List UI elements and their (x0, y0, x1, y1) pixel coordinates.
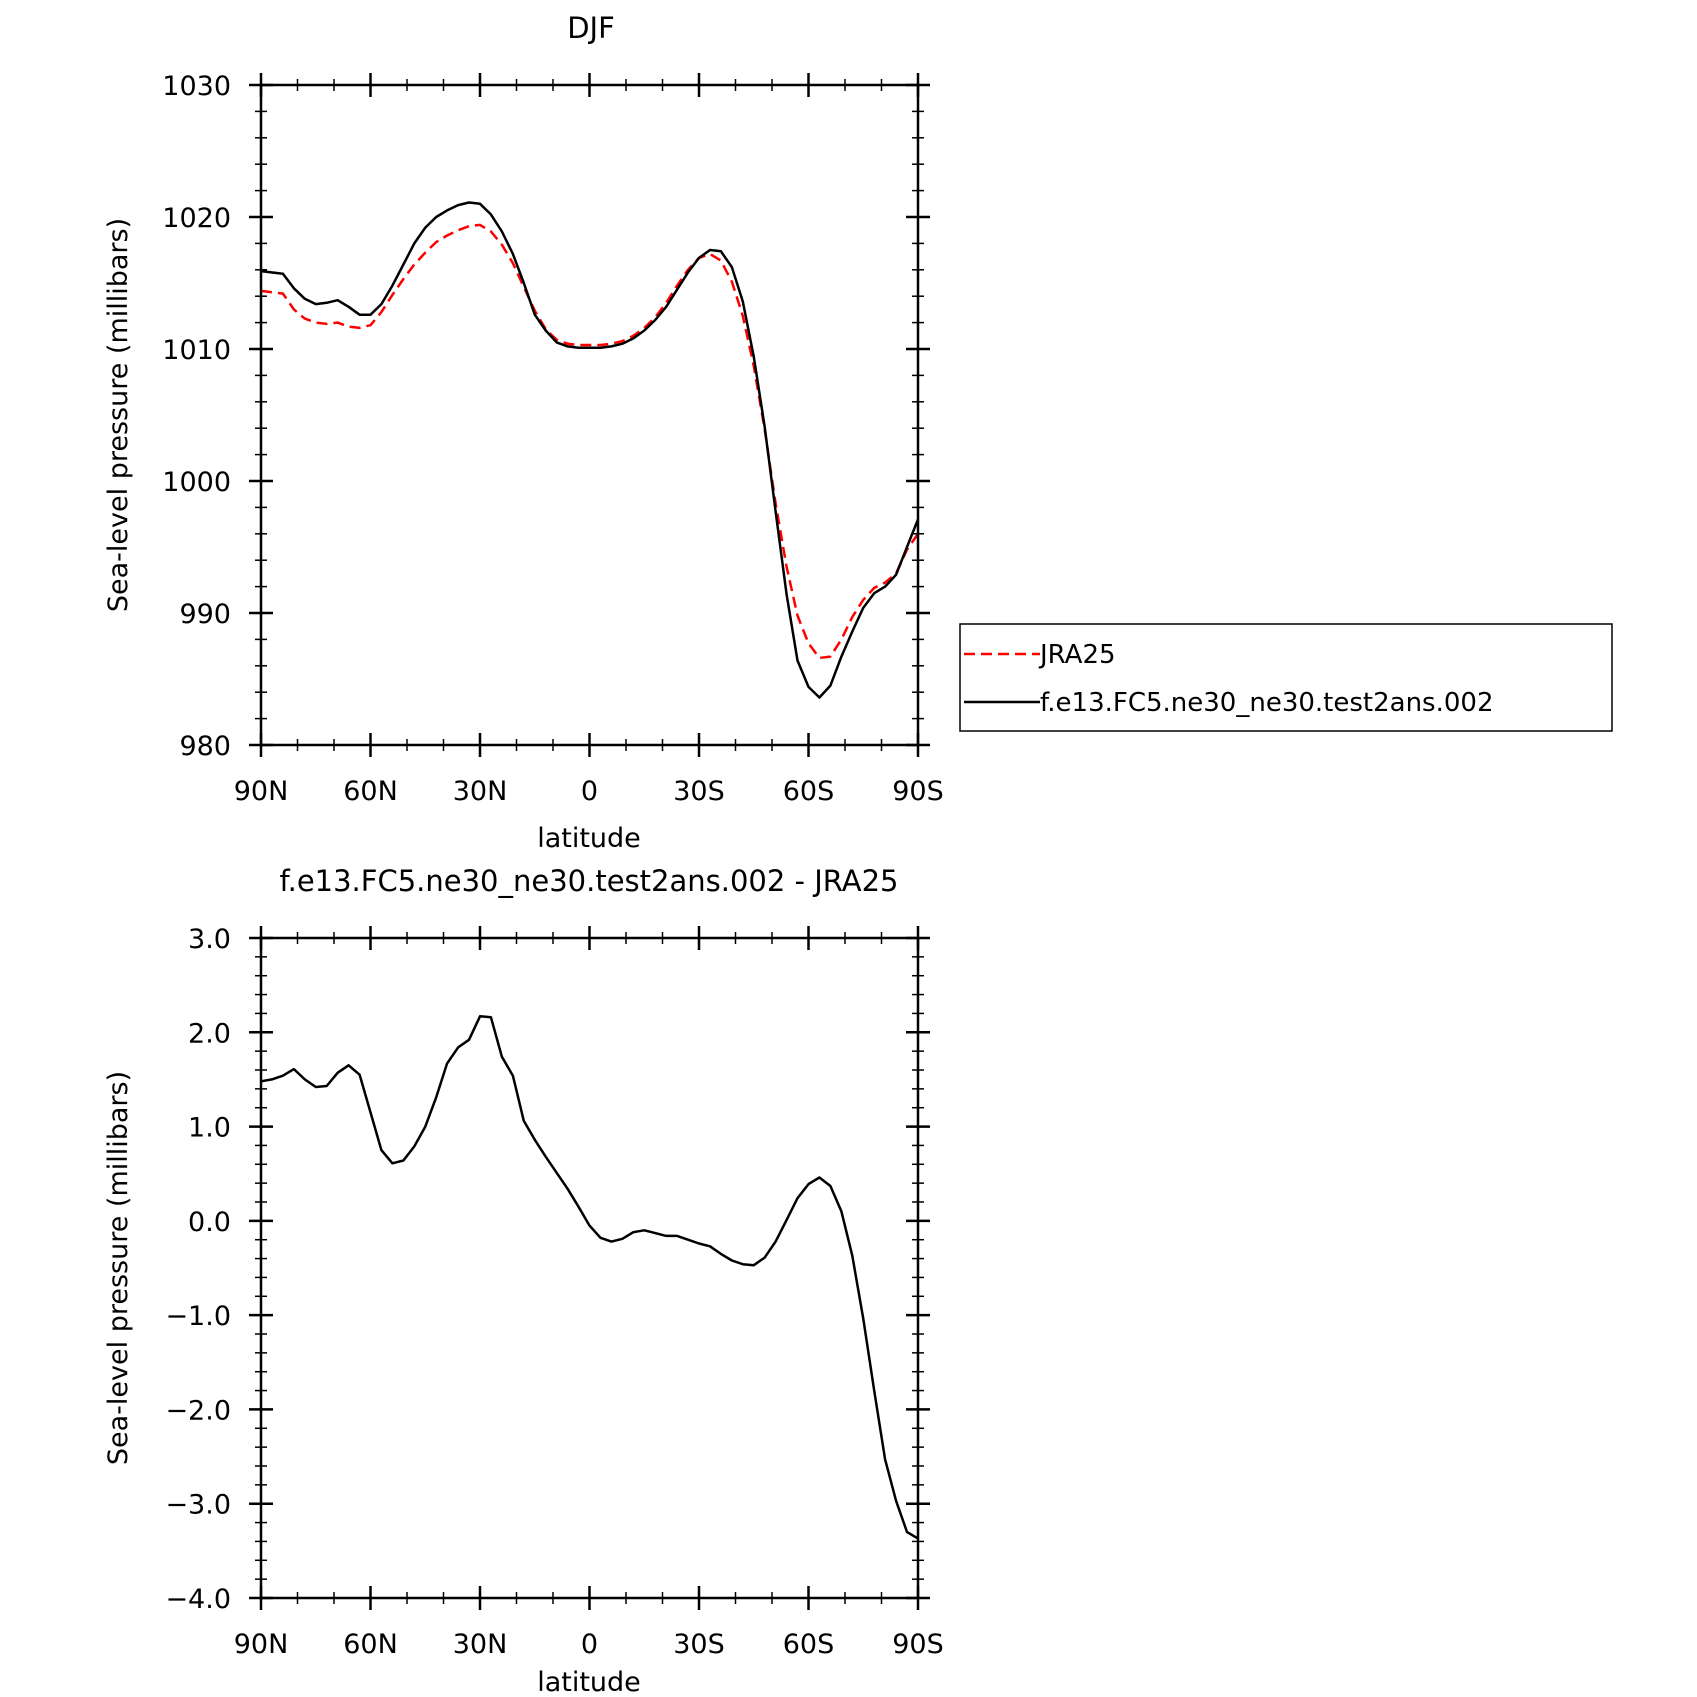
top-chart-x-tick-labels: 90N 60N 30N 0 30S 60S 90S (234, 776, 944, 807)
y-tick-label: −2.0 (165, 1395, 231, 1426)
bottom-chart-title: f.e13.FC5.ne30_ne30.test2ans.002 - JRA25 (280, 864, 899, 898)
y-tick-label: 1010 (162, 335, 231, 366)
x-tick-label: 90S (892, 776, 944, 807)
top-chart-y-tick-labels: 980 990 1000 1010 1020 1030 (162, 71, 231, 762)
x-tick-label: 30S (673, 1629, 725, 1660)
y-tick-label: 1.0 (188, 1113, 231, 1144)
bottom-chart-y-tick-labels: −4.0 −3.0 −2.0 −1.0 0.0 1.0 2.0 3.0 (165, 924, 231, 1615)
x-tick-label: 30N (453, 776, 508, 807)
y-tick-label: −4.0 (165, 1584, 231, 1615)
y-tick-label: 1020 (162, 203, 231, 234)
x-tick-label: 90N (234, 776, 289, 807)
y-tick-label: 1000 (162, 467, 231, 498)
y-tick-label: 3.0 (188, 924, 231, 955)
bottom-chart-panel: f.e13.FC5.ne30_ne30.test2ans.002 - JRA25… (103, 864, 944, 1697)
legend-box (959, 623, 1613, 732)
x-tick-label: 90N (234, 1629, 289, 1660)
x-tick-label: 60S (783, 776, 835, 807)
x-tick-label: 0 (581, 776, 598, 807)
bottom-chart-y-axis-label: Sea-level pressure (millibars) (103, 1071, 134, 1465)
y-tick-label: 0.0 (188, 1207, 231, 1238)
x-tick-label: 60S (783, 1629, 835, 1660)
bottom-chart-frame (259, 936, 920, 1600)
y-tick-label: −1.0 (165, 1301, 231, 1332)
y-tick-label: 1030 (162, 71, 231, 102)
top-chart-series (260, 201, 920, 699)
top-chart-frame (259, 83, 920, 747)
x-tick-label: 60N (343, 1629, 398, 1660)
top-chart-legend: JRA25 f.e13.FC5.ne30_ne30.test2ans.002 (959, 623, 1613, 732)
series-line-1 (260, 201, 920, 699)
x-tick-label: 0 (581, 1629, 598, 1660)
x-tick-label: 90S (892, 1629, 944, 1660)
top-chart-x-axis-label: latitude (537, 823, 641, 854)
y-tick-label: 990 (179, 599, 231, 630)
x-tick-label: 30N (453, 1629, 508, 1660)
bottom-chart-series (260, 1015, 919, 1540)
top-chart-y-axis-label: Sea-level pressure (millibars) (103, 218, 134, 612)
bottom-chart-x-axis-label: latitude (537, 1667, 641, 1697)
x-tick-label: 60N (343, 776, 398, 807)
top-chart-ticks (249, 73, 930, 757)
series-line-0 (260, 1015, 919, 1540)
top-chart-title: DJF (567, 11, 615, 45)
series-line-0 (260, 223, 920, 660)
y-tick-label: −3.0 (165, 1490, 231, 1521)
legend-label-model: f.e13.FC5.ne30_ne30.test2ans.002 (1040, 688, 1494, 718)
legend-label-jra25: JRA25 (1038, 640, 1116, 670)
x-tick-label: 30S (673, 776, 725, 807)
bottom-chart-x-tick-labels: 90N 60N 30N 0 30S 60S 90S (234, 1629, 944, 1660)
bottom-chart-ticks (249, 926, 930, 1610)
y-tick-label: 980 (179, 731, 231, 762)
y-tick-label: 2.0 (188, 1018, 231, 1049)
top-chart-panel: DJF 980 990 1000 1010 1020 1030 90N 60N 30N 0 30S… (103, 11, 1613, 854)
